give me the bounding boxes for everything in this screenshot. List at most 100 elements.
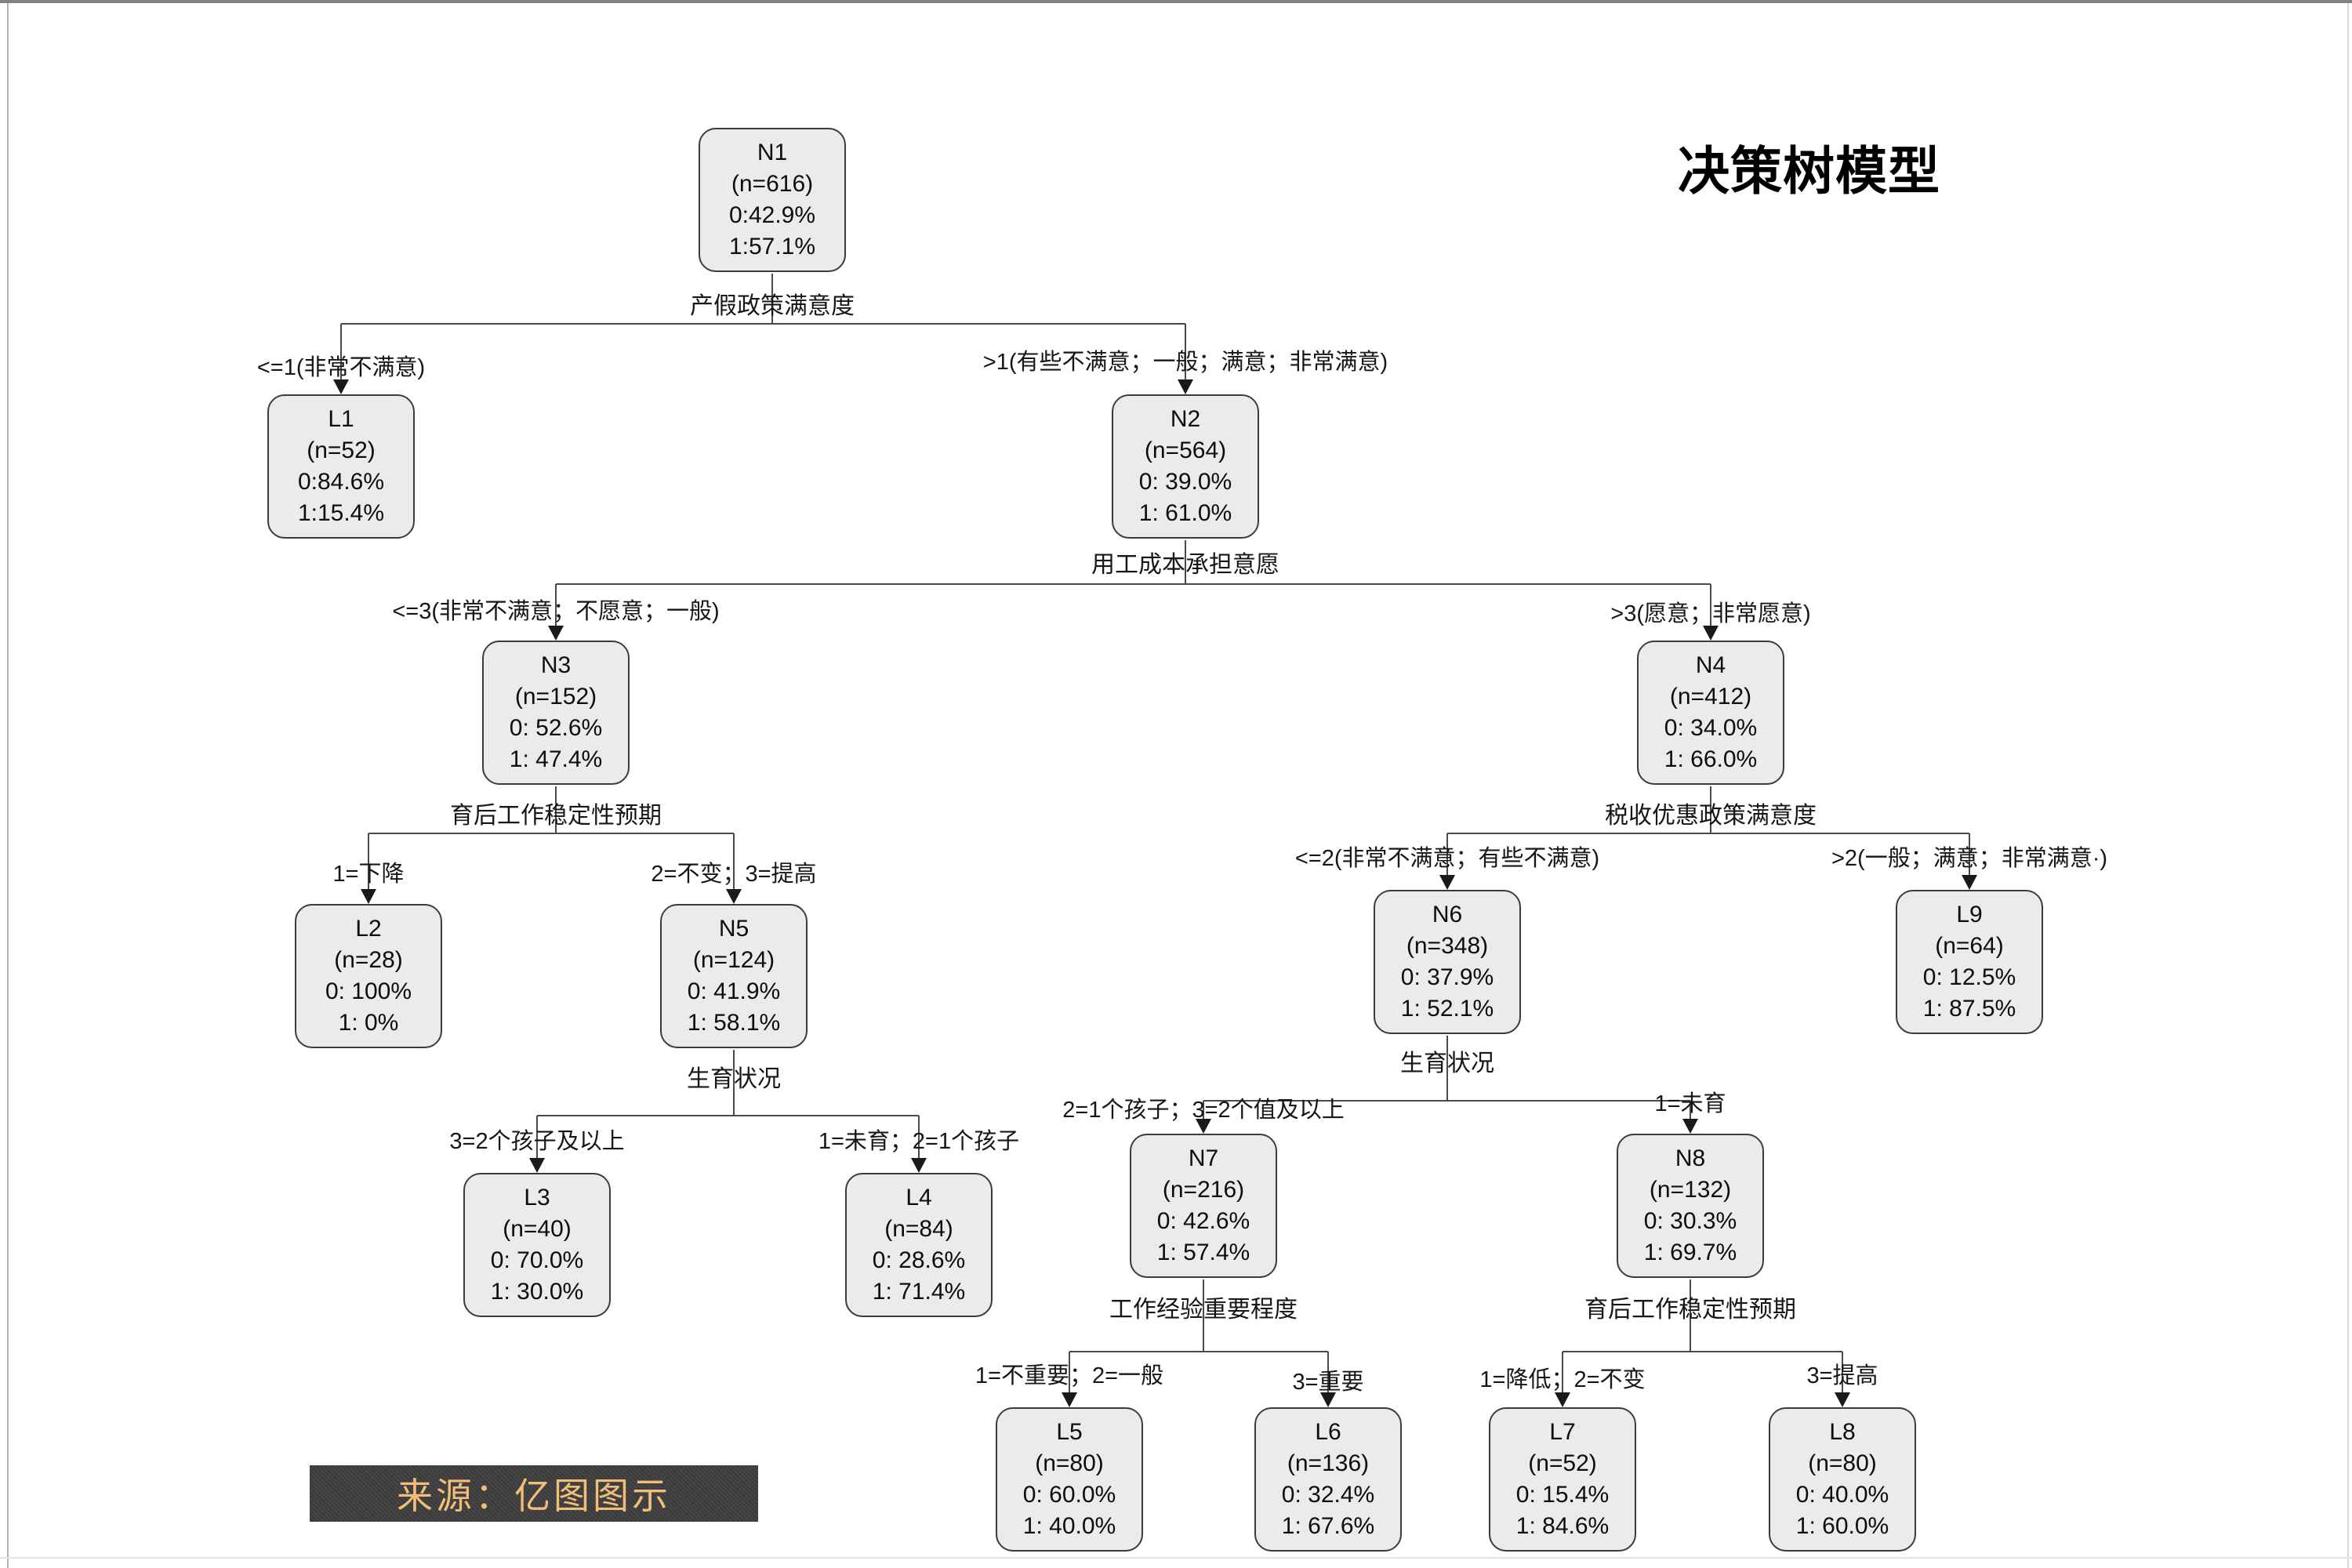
split-label-n1: 产假政策满意度: [690, 293, 855, 319]
node-p1: 1: 61.0%: [1138, 500, 1232, 526]
branch-label-n5-right: 1=未育；2=1个孩子: [818, 1129, 1020, 1154]
node-id: N1: [757, 140, 788, 165]
tree-node-L3: L3 (n=40) 0: 70.0% 1: 30.0%: [463, 1173, 611, 1317]
node-count: (n=564): [1144, 437, 1227, 463]
source-badge: 来源：亿图图示: [310, 1465, 758, 1522]
node-p0: 0: 42.6%: [1156, 1208, 1250, 1234]
node-count: (n=64): [1935, 933, 2004, 959]
tree-node-N1: N1 (n=616) 0:42.9% 1:57.1%: [699, 128, 846, 272]
node-count: (n=152): [514, 684, 597, 710]
node-id: L9: [1956, 902, 1983, 927]
split-label-n6: 生育状况: [1400, 1051, 1494, 1076]
tree-node-N6: N6 (n=348) 0: 37.9% 1: 52.1%: [1374, 890, 1521, 1034]
split-label-n8: 育后工作稳定性预期: [1584, 1297, 1796, 1323]
branch-label-n1-left: <=1(非常不满意): [256, 355, 426, 380]
node-id: L5: [1056, 1419, 1083, 1445]
split-label-n5: 生育状况: [687, 1066, 781, 1092]
node-count: (n=84): [884, 1216, 953, 1242]
branch-label-n2-left: <=3(非常不满意；不愿意；一般): [392, 599, 720, 624]
page-title: 决策树模型: [1678, 142, 1940, 200]
node-p1: 1:15.4%: [297, 500, 385, 526]
node-id: L4: [906, 1185, 932, 1210]
split-label-n7: 工作经验重要程度: [1109, 1297, 1298, 1323]
node-id: L2: [355, 916, 382, 942]
node-p1: 1: 71.4%: [872, 1279, 966, 1305]
node-p1: 1: 47.4%: [509, 746, 603, 772]
node-count: (n=80): [1035, 1450, 1104, 1476]
node-p0: 0: 60.0%: [1022, 1482, 1116, 1508]
page-left-border: [7, 3, 9, 1568]
node-count: (n=124): [692, 947, 775, 973]
node-id: N2: [1170, 406, 1201, 432]
node-id: N7: [1188, 1145, 1219, 1171]
node-p0: 0:42.9%: [728, 202, 816, 228]
branch-label-n7-right: 3=重要: [1292, 1370, 1364, 1395]
node-p0: 0: 41.9%: [687, 978, 781, 1004]
branch-label-n5-left: 3=2个孩子及以上: [449, 1129, 625, 1154]
node-id: L7: [1549, 1419, 1576, 1445]
split-label-n2: 用工成本承担意愿: [1091, 552, 1279, 578]
node-p1: 1: 52.1%: [1400, 996, 1494, 1022]
node-count: (n=132): [1649, 1177, 1732, 1203]
node-id: L8: [1829, 1419, 1856, 1445]
node-p1: 1: 84.6%: [1515, 1513, 1610, 1539]
tree-node-L9: L9 (n=64) 0: 12.5% 1: 87.5%: [1896, 890, 2043, 1034]
node-p0: 0: 70.0%: [490, 1247, 584, 1273]
node-count: (n=52): [307, 437, 376, 463]
node-id: N3: [540, 652, 572, 678]
arrowheads: [333, 379, 1977, 1407]
node-id: N5: [718, 916, 750, 942]
node-id: L3: [524, 1185, 550, 1210]
node-id: N6: [1432, 902, 1463, 927]
node-p0: 0: 39.0%: [1138, 469, 1232, 495]
node-count: (n=52): [1528, 1450, 1597, 1476]
tree-node-L1: L1 (n=52) 0:84.6% 1:15.4%: [267, 394, 415, 539]
page-right-border: [2347, 3, 2349, 1568]
node-p0: 0: 30.3%: [1643, 1208, 1737, 1234]
node-count: (n=40): [503, 1216, 572, 1242]
branch-label-n6-right: 1=未育: [1654, 1091, 1726, 1116]
node-count: (n=28): [334, 947, 403, 973]
node-p1: 1: 0%: [338, 1010, 399, 1036]
branch-label-n8-left: 1=降低；2=不变: [1479, 1367, 1646, 1392]
branch-label-n6-left: 2=1个孩子；3=2个值及以上: [1062, 1098, 1345, 1123]
node-p1: 1:57.1%: [728, 234, 816, 260]
tree-node-L5: L5 (n=80) 0: 60.0% 1: 40.0%: [996, 1407, 1143, 1552]
node-p1: 1: 66.0%: [1664, 746, 1758, 772]
node-count: (n=412): [1669, 684, 1752, 710]
tree-node-N7: N7 (n=216) 0: 42.6% 1: 57.4%: [1130, 1134, 1277, 1278]
branch-label-n1-right: >1(有些不满意；一般；满意；非常满意): [982, 350, 1388, 375]
node-count: (n=80): [1808, 1450, 1877, 1476]
tree-node-L7: L7 (n=52) 0: 15.4% 1: 84.6%: [1489, 1407, 1636, 1552]
node-count: (n=348): [1406, 933, 1489, 959]
node-count: (n=616): [731, 171, 814, 197]
node-id: N8: [1675, 1145, 1706, 1171]
node-p0: 0: 12.5%: [1922, 964, 2016, 990]
node-p0: 0: 28.6%: [872, 1247, 966, 1273]
tree-node-N2: N2 (n=564) 0: 39.0% 1: 61.0%: [1112, 394, 1259, 539]
node-p0: 0: 100%: [325, 978, 412, 1004]
split-label-n4: 税收优惠政策满意度: [1605, 803, 1817, 829]
node-p0: 0: 37.9%: [1400, 964, 1494, 990]
node-p0: 0: 32.4%: [1281, 1482, 1375, 1508]
node-count: (n=136): [1287, 1450, 1370, 1476]
tree-node-L8: L8 (n=80) 0: 40.0% 1: 60.0%: [1769, 1407, 1916, 1552]
node-id: L6: [1315, 1419, 1341, 1445]
tree-node-N4: N4 (n=412) 0: 34.0% 1: 66.0%: [1637, 641, 1784, 785]
split-label-n3: 育后工作稳定性预期: [450, 803, 662, 829]
node-count: (n=216): [1162, 1177, 1245, 1203]
branch-label-n4-right: >2(一般；满意；非常满意·): [1831, 846, 2108, 871]
branch-label-n7-left: 1=不重要；2=一般: [975, 1363, 1164, 1388]
node-p0: 0: 52.6%: [509, 715, 603, 741]
node-p0: 0: 40.0%: [1795, 1482, 1889, 1508]
node-p1: 1: 69.7%: [1643, 1240, 1737, 1265]
node-id: N4: [1695, 652, 1726, 678]
branch-label-n3-right: 2=不变；3=提高: [651, 862, 817, 887]
node-p1: 1: 30.0%: [490, 1279, 584, 1305]
node-p1: 1: 67.6%: [1281, 1513, 1375, 1539]
page-bottom-border: [0, 1557, 2352, 1559]
node-p0: 0:84.6%: [297, 469, 385, 495]
tree-node-N8: N8 (n=132) 0: 30.3% 1: 69.7%: [1617, 1134, 1764, 1278]
node-p0: 0: 15.4%: [1515, 1482, 1610, 1508]
